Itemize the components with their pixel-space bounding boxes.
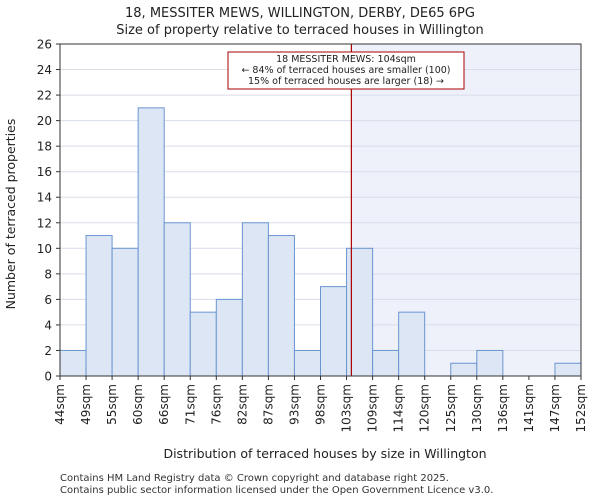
y-tick-label: 18: [37, 140, 52, 154]
bar-109sqm: [372, 349, 400, 377]
bar-87sqm: [267, 235, 295, 377]
x-tick-label: 98sqm: [314, 384, 328, 425]
bar-130sqm: [476, 349, 504, 377]
y-tick-label: 8: [44, 267, 52, 281]
bars: [59, 107, 582, 377]
bar-125sqm: [450, 362, 478, 377]
y-axis-label: Number of terraced properties: [3, 119, 18, 310]
y-tick-label: 20: [37, 114, 52, 128]
annotation-line-1: 18 MESSITER MEWS: 104sqm: [276, 54, 416, 65]
y-tick-label: 12: [37, 216, 52, 230]
annotation-line-2: ← 84% of terraced houses are smaller (10…: [241, 65, 450, 76]
y-tick-label: 24: [37, 63, 52, 77]
x-tick-label: 125sqm: [444, 384, 458, 432]
x-tick-label: 109sqm: [366, 384, 380, 432]
x-tick-label: 44sqm: [53, 384, 67, 425]
bar-93sqm: [293, 349, 322, 377]
annotation-frame: [227, 51, 465, 90]
x-tick-label: 49sqm: [79, 384, 93, 425]
footer-copyright: Contains HM Land Registry data © Crown c…: [60, 473, 449, 484]
annotation-line-3: 15% of terraced houses are larger (18) →: [248, 76, 444, 87]
bar-44sqm: [59, 349, 87, 377]
y-tick-label: 16: [37, 165, 52, 179]
footer-licence: Contains public sector information licen…: [60, 485, 493, 496]
chart-title: 18, MESSITER MEWS, WILLINGTON, DERBY, DE…: [125, 6, 475, 21]
bar-114sqm: [398, 311, 426, 377]
x-tick-label: 60sqm: [131, 384, 145, 425]
bar-76sqm: [215, 298, 243, 377]
larger-properties-region: [351, 44, 581, 376]
bar-98sqm: [320, 286, 348, 377]
y-tick-label: 0: [44, 370, 52, 384]
y-tick-label: 26: [37, 38, 52, 52]
x-axis: 44sqm 49sqm 55sqm 60sqm 66sqm 71sqm 76sqm 82sqm…: [53, 376, 588, 432]
x-tick-label: 66sqm: [157, 384, 171, 425]
x-tick-label: 120sqm: [418, 384, 432, 432]
y-tick-label: 22: [37, 89, 52, 103]
bar-49sqm: [85, 235, 113, 377]
bar-55sqm: [111, 247, 139, 377]
x-tick-label: 71sqm: [183, 384, 197, 425]
bar-103sqm: [346, 247, 374, 377]
x-tick-label: 141sqm: [522, 384, 536, 432]
y-tick-label: 14: [37, 191, 52, 205]
x-tick-label: 130sqm: [470, 384, 484, 432]
annotation-box: 18 MESSITER MEWS: 104sqm ← 84% of terrac…: [227, 51, 465, 90]
x-tick-label: 55sqm: [105, 384, 119, 425]
x-tick-label: 152sqm: [574, 384, 588, 432]
x-tick-label: 93sqm: [287, 384, 301, 425]
y-tick-label: 6: [44, 293, 52, 307]
bar-147sqm: [554, 362, 582, 377]
x-tick-label: 76sqm: [209, 384, 223, 425]
x-tick-label: 82sqm: [235, 384, 249, 425]
x-tick-label: 114sqm: [392, 384, 406, 432]
x-tick-label: 103sqm: [340, 384, 354, 432]
bar-66sqm: [163, 222, 191, 377]
bar-82sqm: [241, 222, 269, 377]
x-tick-label: 87sqm: [261, 384, 275, 425]
bar-60sqm: [137, 107, 165, 377]
bar-71sqm: [189, 311, 217, 377]
y-tick-label: 10: [37, 242, 52, 256]
x-tick-label: 136sqm: [496, 384, 510, 432]
chart-subtitle: Size of property relative to terraced ho…: [116, 23, 484, 38]
y-tick-label: 2: [44, 344, 52, 358]
x-tick-label: 147sqm: [548, 384, 562, 432]
x-axis-label: Distribution of terraced houses by size …: [163, 446, 486, 461]
y-tick-label: 4: [44, 318, 52, 332]
